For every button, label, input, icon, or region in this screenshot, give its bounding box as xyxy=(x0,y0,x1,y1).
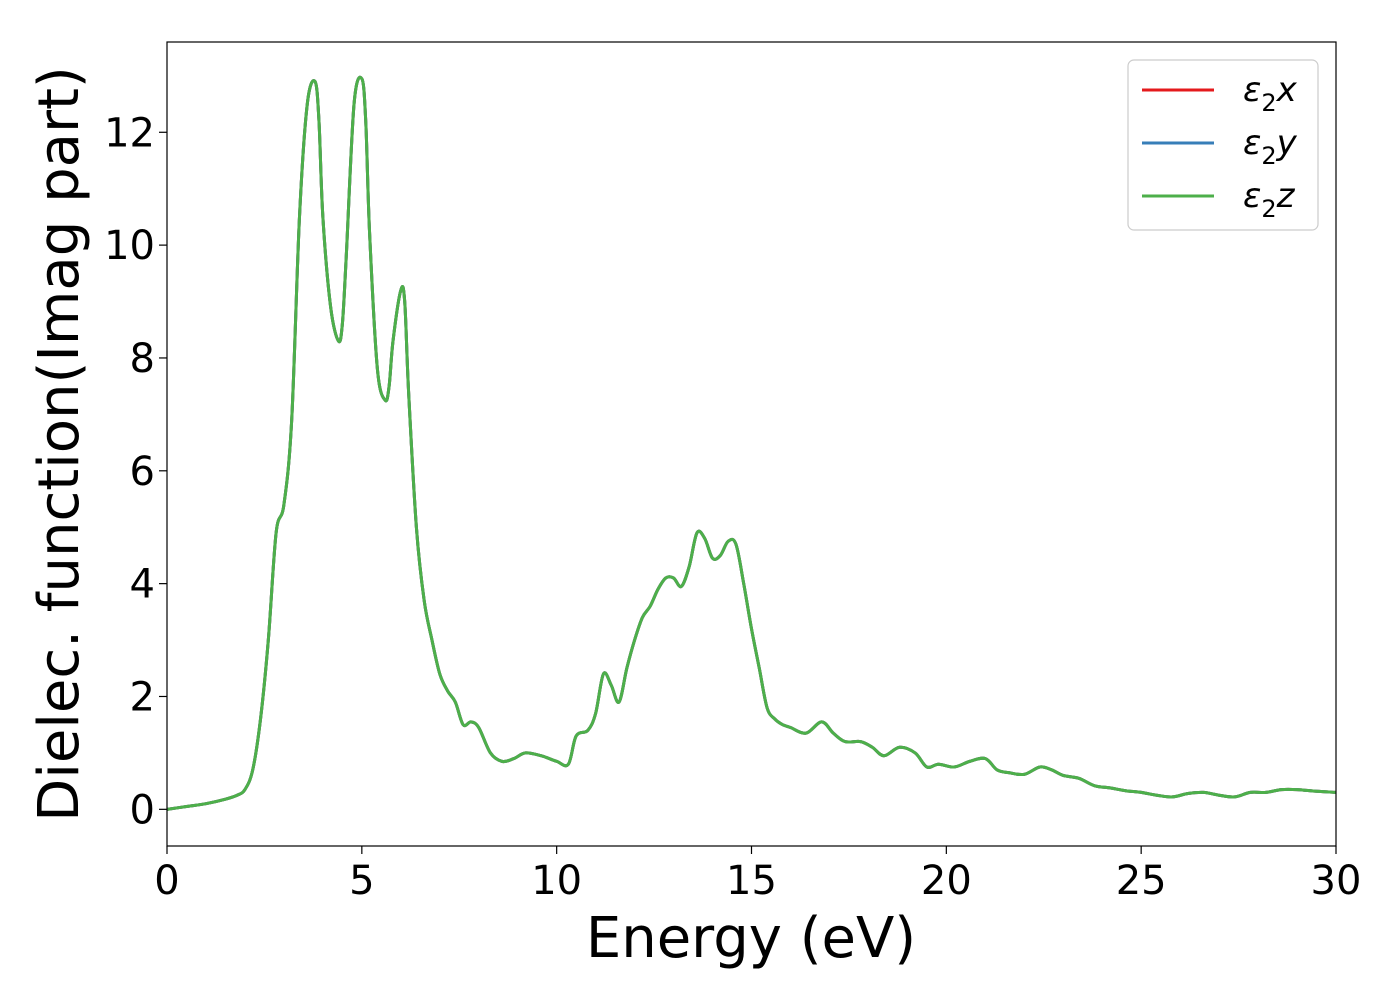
x-tick-label: 30 xyxy=(1311,858,1362,904)
y-tick-label: 8 xyxy=(130,336,155,382)
x-tick-label: 5 xyxy=(349,858,374,904)
y-tick-label: 10 xyxy=(104,223,155,269)
legend-box xyxy=(1127,59,1319,231)
x-tick-label: 0 xyxy=(154,858,179,904)
x-tick-label: 15 xyxy=(726,858,777,904)
x-tick-label: 25 xyxy=(1116,858,1167,904)
series-layer xyxy=(166,75,1337,811)
y-axis-label: Dielec. function(Imag part) xyxy=(27,66,92,822)
x-tick-label: 20 xyxy=(921,858,972,904)
x-tick-label: 10 xyxy=(531,858,582,904)
series-line-z xyxy=(166,75,1337,811)
legend-label-y: ε2y xyxy=(1243,123,1298,170)
legend: ε2x ε2y ε2z xyxy=(1127,59,1319,231)
legend-label-x: ε2x xyxy=(1243,70,1298,117)
x-axis-label: Energy (eV) xyxy=(586,906,916,971)
y-tick-label: 0 xyxy=(130,787,155,833)
y-axis-ticks: 0 2 4 6 8 10 12 xyxy=(104,110,167,833)
y-tick-label: 2 xyxy=(130,674,155,720)
legend-label-z: ε2z xyxy=(1243,176,1296,223)
y-tick-label: 12 xyxy=(104,110,155,156)
x-axis-ticks: 0 5 10 15 20 25 30 xyxy=(154,846,1361,904)
y-tick-label: 6 xyxy=(130,449,155,495)
y-tick-label: 4 xyxy=(130,562,155,608)
